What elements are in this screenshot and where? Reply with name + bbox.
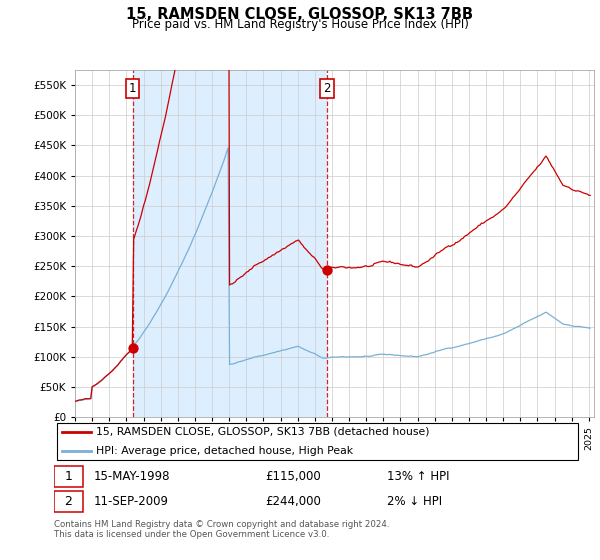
- Text: 2% ↓ HPI: 2% ↓ HPI: [386, 495, 442, 508]
- Point: [322, 265, 332, 274]
- Text: HPI: Average price, detached house, High Peak: HPI: Average price, detached house, High…: [96, 446, 353, 456]
- Text: 2: 2: [64, 495, 72, 508]
- Point: [128, 343, 137, 352]
- Text: £244,000: £244,000: [265, 495, 321, 508]
- Text: 13% ↑ HPI: 13% ↑ HPI: [386, 470, 449, 483]
- Text: £115,000: £115,000: [265, 470, 321, 483]
- Text: Price paid vs. HM Land Registry's House Price Index (HPI): Price paid vs. HM Land Registry's House …: [131, 18, 469, 31]
- Text: 15, RAMSDEN CLOSE, GLOSSOP, SK13 7BB: 15, RAMSDEN CLOSE, GLOSSOP, SK13 7BB: [127, 7, 473, 22]
- Text: 1: 1: [64, 470, 72, 483]
- Text: 15-MAY-1998: 15-MAY-1998: [94, 470, 170, 483]
- FancyBboxPatch shape: [56, 423, 578, 460]
- FancyBboxPatch shape: [54, 466, 83, 487]
- FancyBboxPatch shape: [54, 491, 83, 512]
- Text: 1: 1: [129, 82, 136, 95]
- Bar: [133, 70, 327, 417]
- Text: 15, RAMSDEN CLOSE, GLOSSOP, SK13 7BB (detached house): 15, RAMSDEN CLOSE, GLOSSOP, SK13 7BB (de…: [96, 427, 430, 437]
- Text: 2: 2: [323, 82, 331, 95]
- Text: 11-SEP-2009: 11-SEP-2009: [94, 495, 169, 508]
- Text: Contains HM Land Registry data © Crown copyright and database right 2024.
This d: Contains HM Land Registry data © Crown c…: [54, 520, 389, 539]
